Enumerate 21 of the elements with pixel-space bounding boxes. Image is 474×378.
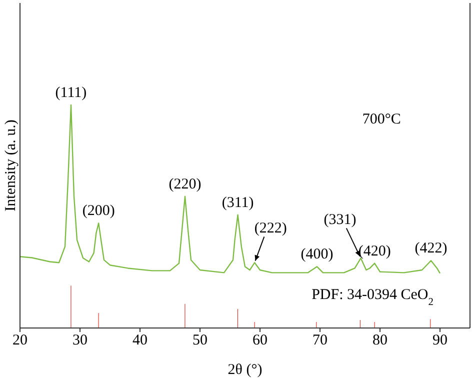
annotation: (311): [222, 194, 254, 211]
annotation: (220): [168, 176, 202, 192]
annotation: (400): [300, 246, 334, 263]
x-tick-label: 70: [312, 332, 328, 349]
annotation: (420): [358, 243, 391, 260]
annotation: (111): [55, 84, 87, 101]
x-tick-label: 30: [72, 332, 88, 349]
x-tick-label: 40: [132, 332, 148, 349]
annotation: (200): [82, 203, 115, 220]
annotation: (222): [254, 220, 287, 237]
annotation: PDF: 34-0394 CeO$_{2}$: [312, 286, 434, 308]
x-tick-label: 90: [432, 332, 448, 349]
y-axis-title: Intensity (a. u.): [3, 120, 19, 212]
annotation: (422): [414, 240, 448, 257]
annotation: 700°C: [362, 111, 401, 128]
x-tick-label: 20: [12, 332, 28, 349]
annotation: (331): [324, 212, 356, 228]
x-tick-label: 60: [252, 332, 268, 349]
x-tick-label: 80: [372, 332, 388, 349]
x-tick-label: 50: [192, 332, 208, 349]
x-axis-title: 2θ (°): [228, 362, 262, 378]
